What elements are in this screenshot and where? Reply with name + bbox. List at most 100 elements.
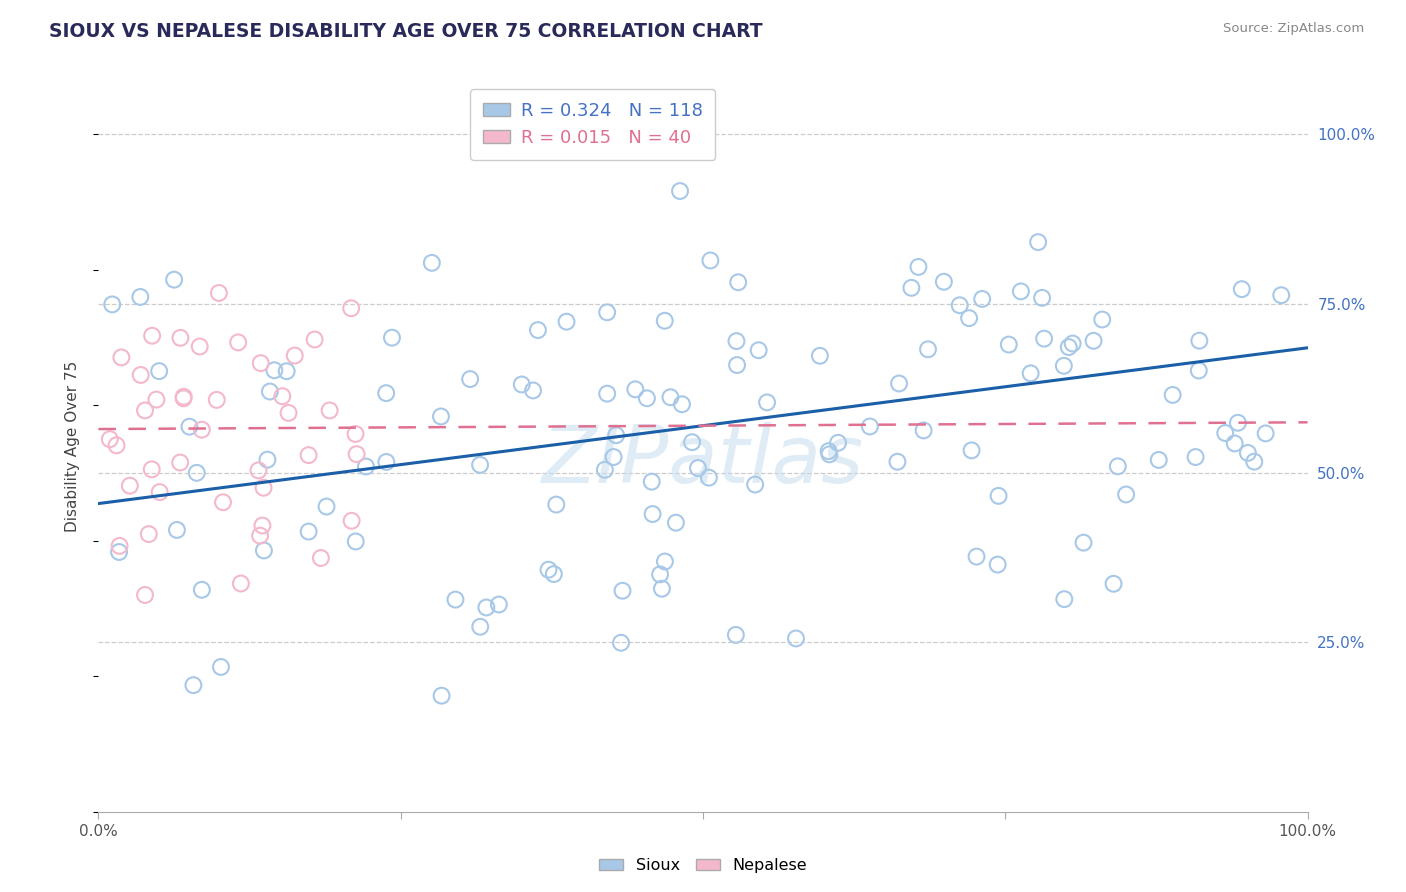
Point <box>907 260 929 274</box>
Point <box>315 500 337 514</box>
Point <box>340 301 363 316</box>
Point <box>284 349 307 363</box>
Point <box>808 349 831 363</box>
Point <box>912 424 935 438</box>
Y-axis label: Disability Age Over 75: Disability Age Over 75 <box>65 360 80 532</box>
Legend: Sioux, Nepalese: Sioux, Nepalese <box>592 852 814 880</box>
Legend: R = 0.324   N = 118, R = 0.015   N = 40: R = 0.324 N = 118, R = 0.015 N = 40 <box>470 89 716 160</box>
Point <box>256 452 278 467</box>
Point <box>1102 576 1125 591</box>
Point <box>134 403 156 417</box>
Point <box>212 495 235 509</box>
Point <box>344 427 367 442</box>
Point <box>636 392 658 406</box>
Point <box>859 419 882 434</box>
Point <box>1226 416 1249 430</box>
Point <box>118 478 141 492</box>
Point <box>641 475 664 489</box>
Point <box>188 339 211 353</box>
Point <box>785 632 807 646</box>
Point <box>420 256 443 270</box>
Point <box>817 444 839 458</box>
Point <box>555 315 578 329</box>
Point <box>226 335 249 350</box>
Point <box>247 463 270 477</box>
Point <box>298 524 321 539</box>
Point <box>186 466 208 480</box>
Point <box>249 529 271 543</box>
Point <box>699 253 721 268</box>
Point <box>1243 455 1265 469</box>
Point <box>596 386 619 401</box>
Point <box>546 498 568 512</box>
Point <box>105 438 128 452</box>
Point <box>458 372 481 386</box>
Point <box>543 567 565 582</box>
Point <box>108 539 131 553</box>
Point <box>173 392 195 406</box>
Point <box>697 471 720 485</box>
Point <box>129 290 152 304</box>
Point <box>173 390 195 404</box>
Point <box>134 588 156 602</box>
Point <box>900 281 922 295</box>
Point <box>1083 334 1105 348</box>
Point <box>309 551 332 566</box>
Point <box>470 620 492 634</box>
Point <box>966 549 988 564</box>
Point <box>129 368 152 382</box>
Point <box>748 343 770 358</box>
Point <box>149 485 172 500</box>
Point <box>381 331 404 345</box>
Point <box>304 333 326 347</box>
Point <box>1213 425 1236 440</box>
Point <box>271 389 294 403</box>
Point <box>249 356 271 370</box>
Point <box>276 364 298 378</box>
Point <box>263 363 285 377</box>
Text: Source: ZipAtlas.com: Source: ZipAtlas.com <box>1223 22 1364 36</box>
Point <box>1184 450 1206 464</box>
Point <box>1031 291 1053 305</box>
Point <box>1053 359 1076 373</box>
Point <box>1115 487 1137 501</box>
Point <box>724 628 747 642</box>
Point <box>593 463 616 477</box>
Point <box>725 334 748 348</box>
Point <box>1223 436 1246 450</box>
Point <box>229 576 252 591</box>
Point <box>375 455 398 469</box>
Point <box>346 447 368 461</box>
Point <box>1237 446 1260 460</box>
Point <box>259 384 281 399</box>
Point <box>354 459 377 474</box>
Point <box>252 518 274 533</box>
Point <box>671 397 693 411</box>
Point <box>340 514 363 528</box>
Point <box>686 461 709 475</box>
Point <box>624 382 647 396</box>
Point <box>987 489 1010 503</box>
Point <box>148 364 170 378</box>
Point <box>537 563 560 577</box>
Point <box>725 358 748 372</box>
Point <box>430 689 453 703</box>
Point <box>1026 235 1049 249</box>
Point <box>110 351 132 365</box>
Point <box>665 516 688 530</box>
Point <box>1254 426 1277 441</box>
Point <box>997 337 1019 351</box>
Point <box>654 554 676 568</box>
Point <box>444 592 467 607</box>
Point <box>1107 459 1129 474</box>
Point <box>510 377 533 392</box>
Point <box>596 305 619 319</box>
Point <box>169 456 191 470</box>
Point <box>430 409 453 424</box>
Point <box>205 392 228 407</box>
Point <box>488 598 510 612</box>
Point <box>183 678 205 692</box>
Point <box>949 298 972 312</box>
Point <box>727 275 749 289</box>
Point <box>141 462 163 476</box>
